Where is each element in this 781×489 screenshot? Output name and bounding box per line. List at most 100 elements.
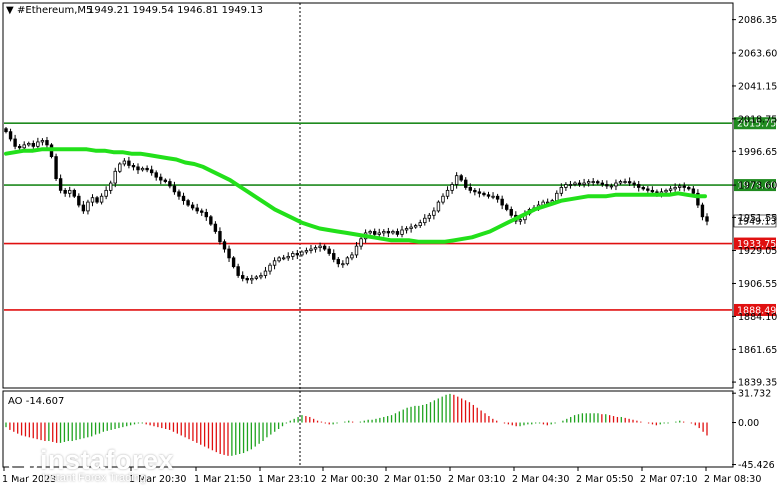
candle-body xyxy=(250,278,254,281)
candle-body xyxy=(468,187,472,191)
ao-tick-label: 31.732 xyxy=(738,389,771,400)
candle-body xyxy=(281,257,286,260)
ao-tick-label: -45.426 xyxy=(738,460,775,471)
candle-body xyxy=(227,248,231,259)
candle-body xyxy=(295,253,300,256)
candle-body xyxy=(27,143,31,146)
candle-body xyxy=(336,258,340,265)
y-tick-label: 2063.60 xyxy=(738,49,777,60)
candle-body xyxy=(231,257,236,268)
candle-body xyxy=(491,195,495,198)
candle-body xyxy=(373,231,377,235)
candle-body xyxy=(31,143,36,147)
ao-title: AO -14.607 xyxy=(8,396,64,407)
x-tick-label: 1 Mar 21:50 xyxy=(194,474,251,485)
candle-body xyxy=(322,245,327,250)
candle-body xyxy=(637,184,641,188)
candle-body xyxy=(108,182,113,191)
candle-body xyxy=(473,189,477,193)
level-label-bg xyxy=(734,117,776,130)
moving-average-line xyxy=(4,147,707,244)
y-tick-label: 2018.75 xyxy=(738,114,777,125)
candle-body xyxy=(350,254,354,259)
candle-body xyxy=(477,191,482,194)
ohlc-readout: 1949.21 1949.54 1946.81 1949.13 xyxy=(88,5,263,16)
candle-body xyxy=(113,170,117,184)
candle-body xyxy=(195,207,199,212)
level-label: 2015.75 xyxy=(737,119,776,130)
candle-body xyxy=(600,182,605,185)
candle-body xyxy=(505,204,509,210)
candle-body xyxy=(8,131,13,140)
candle-body xyxy=(582,182,586,185)
candle-body xyxy=(386,231,391,234)
candle-body xyxy=(568,184,573,186)
candle-body xyxy=(423,217,427,224)
candle-body xyxy=(696,192,700,206)
y-tick-label: 1839.35 xyxy=(738,378,777,389)
current-price-bg xyxy=(733,214,777,228)
y-tick-label: 1996.65 xyxy=(738,147,777,158)
candle-body xyxy=(36,141,40,147)
candle-body xyxy=(559,187,564,194)
candle-body xyxy=(705,216,709,222)
candle-body xyxy=(436,201,441,212)
candle-body xyxy=(677,185,682,188)
candle-body xyxy=(204,211,208,218)
candle-body xyxy=(441,195,445,203)
level-label: 1888.49 xyxy=(737,305,776,316)
candle-body xyxy=(413,225,418,228)
candle-body xyxy=(555,192,559,202)
y-tick-label: 2086.35 xyxy=(738,15,777,26)
candle-body xyxy=(145,167,149,171)
candle-body xyxy=(168,181,172,187)
candle-body xyxy=(459,175,463,181)
candle-body xyxy=(682,185,686,188)
y-tick-label: 1929.05 xyxy=(738,246,777,257)
candle-body xyxy=(309,248,313,251)
candle-body xyxy=(518,219,523,222)
y-tick-label: 1884.10 xyxy=(738,312,777,323)
candle-body xyxy=(418,222,422,226)
candle-body xyxy=(495,195,500,200)
candle-body xyxy=(668,188,673,191)
x-tick-label: 2 Mar 08:30 xyxy=(704,474,761,485)
candle-body xyxy=(691,188,696,194)
candle-body xyxy=(86,201,90,212)
candle-body xyxy=(450,184,454,191)
x-tick-label: 2 Mar 01:50 xyxy=(384,474,441,485)
candle-body xyxy=(54,156,58,180)
candle-body xyxy=(118,163,122,172)
candle-body xyxy=(641,187,645,190)
candle-body xyxy=(186,200,190,206)
candle-body xyxy=(623,181,627,183)
candle-body xyxy=(286,255,290,259)
candle-body xyxy=(140,167,145,171)
candle-body xyxy=(200,210,204,213)
candle-body xyxy=(13,138,17,147)
candle-body xyxy=(409,226,413,229)
x-tick-label: 2 Mar 03:10 xyxy=(448,474,505,485)
candle-body xyxy=(104,189,108,197)
candle-body xyxy=(149,169,154,174)
candle-body xyxy=(268,264,272,272)
candle-body xyxy=(564,184,568,188)
candle-body xyxy=(177,191,181,197)
candle-body xyxy=(646,188,650,191)
y-tick-label: 1973.60 xyxy=(738,181,777,192)
candle-body xyxy=(300,251,304,256)
candle-body xyxy=(136,166,140,171)
candle-body xyxy=(509,209,513,216)
x-tick-label: 2 Mar 04:30 xyxy=(512,474,569,485)
candle-body xyxy=(72,189,76,197)
menu-arrow-icon[interactable]: ▼ xyxy=(6,5,14,16)
candle-body xyxy=(482,192,486,196)
candle-body xyxy=(63,189,67,194)
level-label-bg xyxy=(734,237,776,250)
y-tick-label: 2041.15 xyxy=(738,81,777,92)
x-tick-label: 2 Mar 05:50 xyxy=(576,474,633,485)
candle-body xyxy=(4,128,8,133)
candle-body xyxy=(382,231,386,234)
candle-body xyxy=(327,248,331,254)
